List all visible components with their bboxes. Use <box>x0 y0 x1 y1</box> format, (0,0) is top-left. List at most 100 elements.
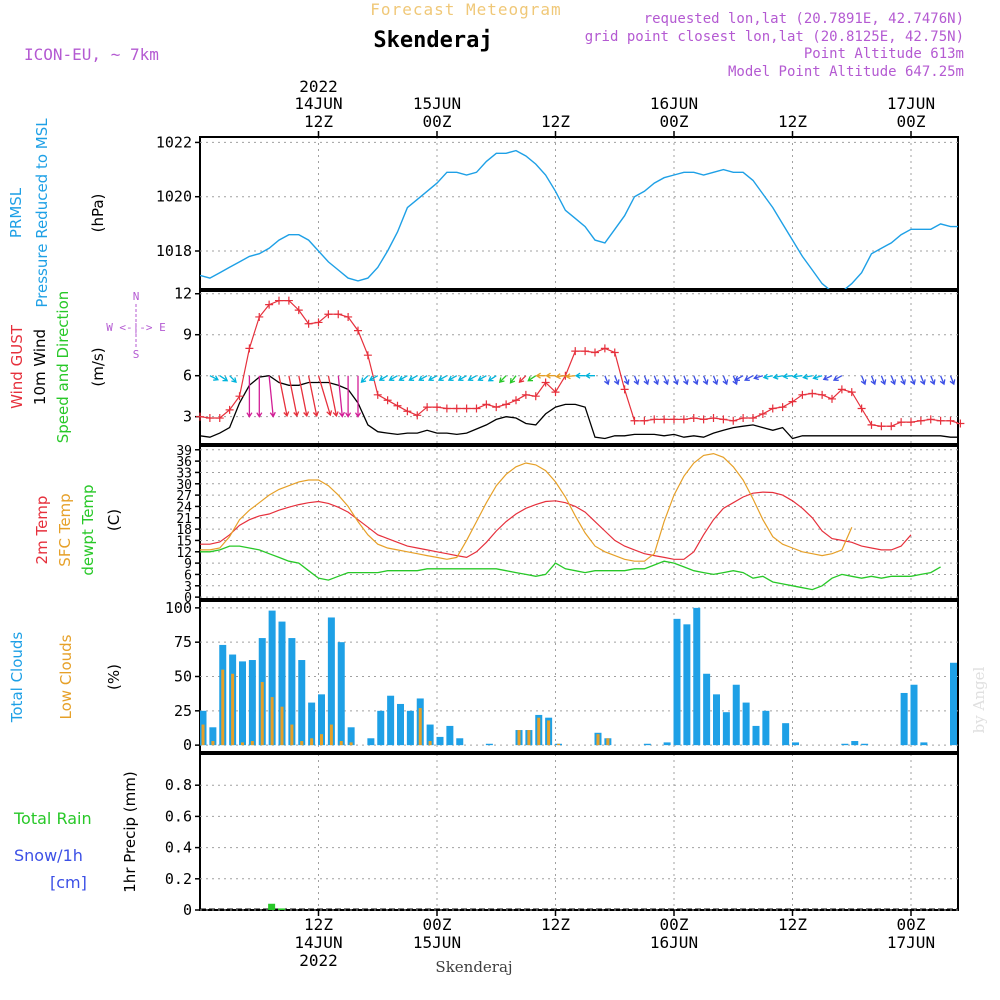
wind-direction-arrow <box>256 375 263 418</box>
wind-direction-arrow <box>378 375 388 381</box>
low-clouds-bar <box>310 738 314 746</box>
wind-direction-arrow <box>298 375 310 418</box>
wind-direction-arrow <box>398 375 408 381</box>
wind-direction-arrow <box>360 375 369 383</box>
wind-gust-marker <box>650 415 659 424</box>
y-tick-label: 27 <box>176 489 192 504</box>
precip-axis-label: 1hr Precip (mm) <box>121 771 139 892</box>
total-clouds-bar <box>792 742 799 746</box>
low-clouds-bar <box>250 741 254 746</box>
wind-direction-arrow <box>949 375 956 386</box>
wind-gust-line <box>200 300 958 427</box>
wind-direction-arrow <box>900 375 906 386</box>
wind-gust-marker <box>571 347 580 356</box>
wind-gust-marker <box>837 385 846 394</box>
low-clouds-bar <box>349 742 353 746</box>
wind-direction-arrow <box>734 375 744 381</box>
total-clouds-bar <box>722 712 730 746</box>
pressure-line <box>200 149 958 289</box>
bottom-axis-label-date: 17JUN <box>887 933 935 952</box>
wind-direction-arrow <box>772 373 783 380</box>
wind-gust-marker <box>205 414 214 423</box>
pressure-label: PRMSL <box>7 187 25 238</box>
snow-unit: [cm] <box>50 873 87 892</box>
wind-direction-arrow <box>792 373 803 380</box>
wind-direction-arrow <box>643 375 650 386</box>
panel-temp <box>199 445 959 600</box>
wind-direction-arrow <box>782 373 793 380</box>
low-clouds-bar <box>557 743 560 746</box>
wind-gust-marker <box>245 344 254 353</box>
wind-direction-arrow <box>762 373 773 380</box>
compass-n: N <box>133 290 140 303</box>
bottom-axis-label-date: 15JUN <box>413 933 461 952</box>
wind-direction-arrow <box>673 375 679 386</box>
y-tick-label: 3 <box>184 580 192 595</box>
y-tick-label: 0.4 <box>165 839 192 857</box>
wind-direction-arrow <box>246 375 253 418</box>
wind-gust-marker <box>768 404 777 413</box>
wind-gust-marker <box>620 385 629 394</box>
wind-direction-arrow <box>327 375 339 418</box>
wind-direction-arrow <box>663 375 669 386</box>
wind-gust-marker <box>679 415 688 424</box>
wind-direction-arrow <box>555 373 566 380</box>
sfc-temp-line <box>200 452 853 562</box>
wind-gust-marker <box>502 400 511 409</box>
wind-gust-marker <box>660 415 669 424</box>
model-altitude: Model Point Altitude 647.25m <box>728 64 964 80</box>
panel-pressure <box>199 136 959 290</box>
y-tick-label: 36 <box>176 455 192 470</box>
wind-direction-arrow <box>832 375 843 381</box>
wind-gust-marker <box>363 351 372 360</box>
wind-direction-arrow <box>683 375 689 386</box>
total-clouds-bar <box>278 621 286 746</box>
y-tick-label: 25 <box>174 702 192 720</box>
compass-s: S <box>133 348 140 361</box>
wind-direction-arrow <box>623 375 630 386</box>
wind-gust-marker <box>847 388 856 397</box>
wind-gust-marker <box>600 344 609 353</box>
wind-direction-arrow <box>910 375 916 386</box>
wind-direction-arrow <box>518 375 527 383</box>
y-tick-label: 0.2 <box>165 870 192 888</box>
wind-gust-marker <box>235 392 244 401</box>
wind-gust-marker <box>897 418 906 427</box>
wind-gust-marker <box>798 390 807 399</box>
wind-direction-arrow <box>437 375 448 381</box>
y-tick-label: 0.6 <box>165 807 192 825</box>
temp-unit: (C) <box>105 509 123 531</box>
wind-gust-marker <box>857 404 866 413</box>
wind-10m-line <box>200 375 958 440</box>
pressure-full-label: Pressure Reduced to MSL <box>33 118 51 308</box>
wind-gust-marker <box>749 414 757 423</box>
total-clouds-bar <box>387 695 395 746</box>
y-tick-label: 15 <box>176 534 192 549</box>
low-clouds-bar <box>596 734 600 746</box>
wind-direction-arrow <box>633 375 640 386</box>
wind-gust-marker <box>956 419 965 428</box>
total-clouds-bar <box>861 743 869 746</box>
wind-direction-arrow <box>712 375 719 386</box>
total-clouds-bar <box>950 662 957 746</box>
wind-gust-marker <box>354 326 362 335</box>
point-altitude: Point Altitude 613m <box>804 46 964 62</box>
wind-gust-marker <box>670 415 678 424</box>
rain-label: Total Rain <box>13 809 92 828</box>
wind-gust-marker <box>255 312 264 321</box>
low-clouds-label: Low Clouds <box>57 634 75 719</box>
rain-bar <box>268 903 276 910</box>
panel-wind <box>199 290 959 445</box>
wind-gust-marker <box>689 414 698 423</box>
footer-location: Skenderaj <box>435 958 512 976</box>
wind-gust-marker <box>433 403 441 412</box>
wind-gust-marker <box>413 411 422 420</box>
y-tick-label: 24 <box>176 500 192 515</box>
wind-direction-arrow <box>219 375 229 382</box>
y-tick-label: 50 <box>174 668 192 686</box>
wind-gust-marker <box>828 394 836 403</box>
total-clouds-bar <box>742 702 750 746</box>
wind-gust-marker <box>512 396 520 405</box>
total-clouds-bar <box>446 725 454 746</box>
total-clouds-bar <box>318 694 325 746</box>
